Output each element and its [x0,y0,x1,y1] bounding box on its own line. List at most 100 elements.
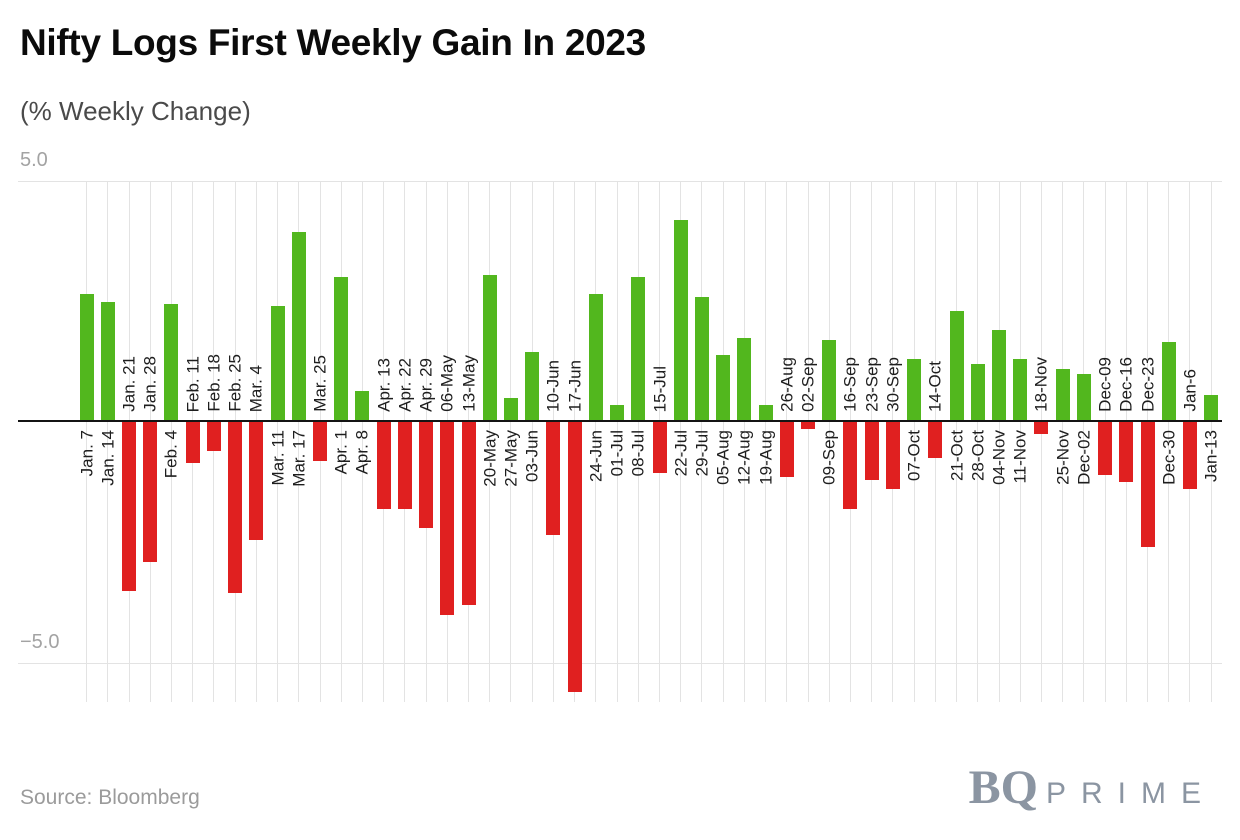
bar-column: 19-Aug [755,181,776,702]
bar [1034,422,1049,435]
bar [419,422,434,529]
bar-column: 25-Nov [1052,181,1073,702]
x-axis-label: 07-Oct [904,430,924,482]
bar-plot-area: Jan. 7 Jan. 14 Jan. 21 Jan. 28 Feb. 4 Feb. 11… [76,181,1222,702]
bar-column: 30-Sep [882,181,903,702]
bar [843,422,858,509]
x-axis-label: Feb. 25 [225,354,245,412]
vertical-gridline [680,181,682,702]
x-axis-label: 29-Jul [692,430,712,477]
x-axis-label: 02-Sep [798,357,818,412]
bar [291,231,306,422]
bar [610,405,625,422]
bar [588,294,603,422]
x-axis-label: 27-May [501,430,521,487]
bar-column: Apr. 13 [373,181,394,702]
chart-title: Nifty Logs First Weekly Gain In 2023 [20,22,646,63]
bar-column: 21-Oct [946,181,967,702]
bar-column: Jan. 28 [140,181,161,702]
bar [355,390,370,422]
bar-column: Mar. 11 [267,181,288,702]
bar-column: Apr. 22 [394,181,415,702]
x-axis-label: Apr. 1 [331,430,351,475]
bqprime-logo: BQ PRIME [969,760,1216,815]
bar-column: Jan. 14 [97,181,118,702]
x-axis-label: Jan. 7 [77,430,97,477]
bar-column: Apr. 8 [352,181,373,702]
bar-column: Feb. 11 [182,181,203,702]
chart-subtitle: (% Weekly Change) [20,96,251,126]
bar [1076,373,1091,422]
bar-column: 10-Jun [543,181,564,702]
vertical-gridline [807,181,809,702]
bar [737,337,752,422]
bar [864,422,879,480]
bar [143,422,158,562]
bar [546,422,561,536]
vertical-gridline [998,181,1000,702]
bar-column: 29-Jul [691,181,712,702]
bar [1182,422,1197,490]
vertical-gridline [298,181,300,702]
x-axis-label: Mar. 4 [246,364,266,412]
bar [1055,368,1070,422]
x-axis-label: 19-Aug [756,430,776,485]
vertical-gridline [637,181,639,702]
bar [716,354,731,422]
x-axis-label: Jan-6 [1180,369,1200,412]
bar-column: Jan. 7 [76,181,97,702]
x-axis-label: 14-Oct [925,360,945,412]
bar-column: Mar. 25 [309,181,330,702]
bar [440,422,455,615]
bar-column: Dec-02 [1073,181,1094,702]
bar-column: Apr. 29 [416,181,437,702]
x-axis-label: 21-Oct [947,430,967,482]
bar-column: 05-Aug [713,181,734,702]
bar-column: 08-Jul [628,181,649,702]
bar [525,352,540,422]
bar-column: 12-Aug [734,181,755,702]
x-axis-label: 17-Jun [565,360,585,412]
bar [164,303,179,422]
bar-column: Mar. 17 [288,181,309,702]
bar-column: 11-Nov [1010,181,1031,702]
bar-column: 26-Aug [776,181,797,702]
x-axis-label: Feb. 11 [183,355,203,412]
y-axis-tick-top: 5.0 [20,149,48,171]
bar-column: 24-Jun [585,181,606,702]
bar [482,274,497,422]
bar-column: Dec-16 [1116,181,1137,702]
bar-column: 15-Jul [649,181,670,702]
x-axis-label: Dec-02 [1074,430,1094,485]
bar [249,422,264,541]
bar [673,219,688,422]
bar [801,422,816,430]
x-axis-label: Feb. 4 [161,430,181,479]
x-axis-label: Mar. 25 [310,355,330,412]
bar-column: Jan-13 [1201,181,1222,702]
logo-bq-text: BQ [968,761,1038,814]
bar-column: 13-May [458,181,479,702]
vertical-gridline [1083,181,1085,702]
x-axis-label: 16-Sep [840,357,860,412]
vertical-gridline [616,181,618,702]
bar [1161,342,1176,422]
bar [1204,395,1219,422]
x-axis-label: Dec-30 [1159,430,1179,485]
x-axis-label: 25-Nov [1053,430,1073,485]
bar [567,422,582,692]
vertical-gridline [977,181,979,702]
bar-column: 17-Jun [564,181,585,702]
x-axis-label: Feb. 18 [204,354,224,412]
vertical-gridline [956,181,958,702]
bar [206,422,221,451]
bar-column: 01-Jul [606,181,627,702]
bar-column: Feb. 18 [203,181,224,702]
x-axis-label: Mar. 17 [289,430,309,487]
x-axis-label: Dec-09 [1095,357,1115,412]
bar-column: Dec-30 [1158,181,1179,702]
vertical-gridline [510,181,512,702]
gridline-bottom [18,663,1222,664]
bar [1119,422,1134,483]
bar [907,359,922,422]
